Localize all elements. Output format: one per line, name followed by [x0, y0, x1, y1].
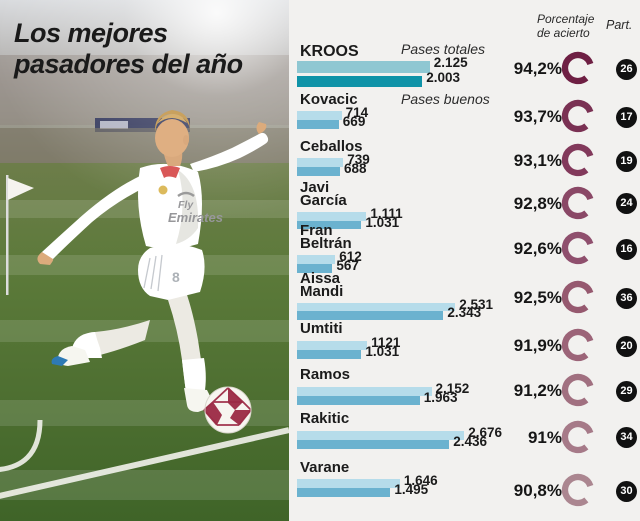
- svg-text:8: 8: [172, 269, 180, 285]
- svg-text:Emirates: Emirates: [168, 210, 223, 225]
